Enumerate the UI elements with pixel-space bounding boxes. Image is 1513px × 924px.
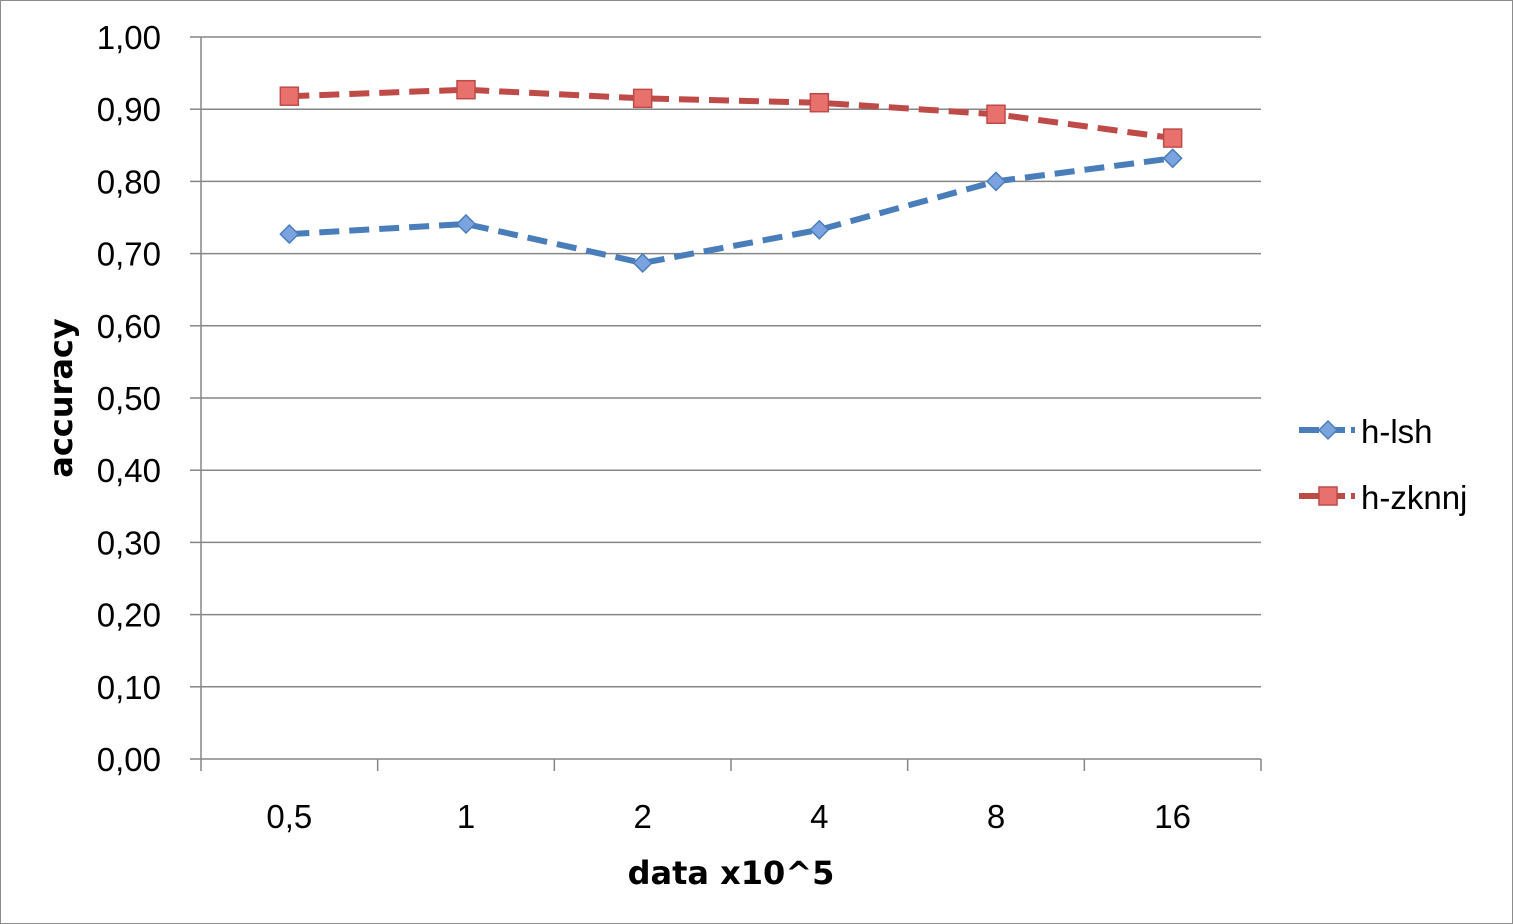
y-tick-label: 1,00 xyxy=(97,19,161,56)
x-tick-label: 0,5 xyxy=(266,798,312,835)
data-point xyxy=(279,224,300,245)
y-tick-label: 0,90 xyxy=(97,91,161,128)
legend-label: h-zknnj xyxy=(1361,479,1467,516)
legend: h-lsh h-zknnj xyxy=(1299,413,1467,516)
legend-entry: h-lsh xyxy=(1299,413,1433,450)
y-tick-label: 0,60 xyxy=(97,308,161,345)
data-point xyxy=(985,171,1007,192)
x-axis-title: data x10^5 xyxy=(628,854,835,892)
series-line xyxy=(289,86,1174,142)
y-tick-label: 0,00 xyxy=(97,741,161,778)
series-h-lsh xyxy=(279,148,1183,274)
series xyxy=(279,79,1183,274)
x-tick-label: 16 xyxy=(1154,798,1191,835)
data-point xyxy=(1162,148,1183,169)
y-tick-label: 0,80 xyxy=(97,163,161,200)
x-tick-labels: 0,5 1 2 4 8 16 xyxy=(266,798,1191,835)
y-tick-label: 0,40 xyxy=(97,452,161,489)
data-point xyxy=(809,92,830,113)
axes xyxy=(190,36,1262,771)
legend-marker xyxy=(1318,486,1338,506)
y-tick-label: 0,30 xyxy=(97,524,161,561)
gridlines xyxy=(201,36,1261,688)
y-tick-label: 0,10 xyxy=(97,669,161,706)
y-tick-label: 0,70 xyxy=(97,236,161,273)
y-tick-label: 0,50 xyxy=(97,380,161,417)
y-tick-labels: 0,00 0,10 0,20 0,30 0,40 0,50 0,60 0,70 0,80 0,90… xyxy=(97,19,161,778)
series-h-zknnj xyxy=(279,79,1183,148)
x-tick-label: 2 xyxy=(633,798,651,835)
legend-marker xyxy=(1317,419,1339,441)
data-point xyxy=(986,104,1006,125)
data-point xyxy=(1162,128,1183,148)
data-point xyxy=(279,86,300,106)
y-tick-label: 0,20 xyxy=(97,597,161,634)
data-point xyxy=(632,88,653,109)
legend-entry: h-zknnj xyxy=(1299,479,1467,516)
data-point xyxy=(632,252,653,274)
legend-label: h-lsh xyxy=(1361,413,1433,450)
data-point xyxy=(455,213,477,235)
x-tick-label: 8 xyxy=(987,798,1005,835)
x-tick-label: 1 xyxy=(457,798,475,835)
y-axis-title: accuracy xyxy=(42,318,80,478)
data-point xyxy=(456,79,476,100)
x-tick-label: 4 xyxy=(810,798,828,835)
series-line xyxy=(289,155,1174,266)
data-point xyxy=(809,219,830,240)
